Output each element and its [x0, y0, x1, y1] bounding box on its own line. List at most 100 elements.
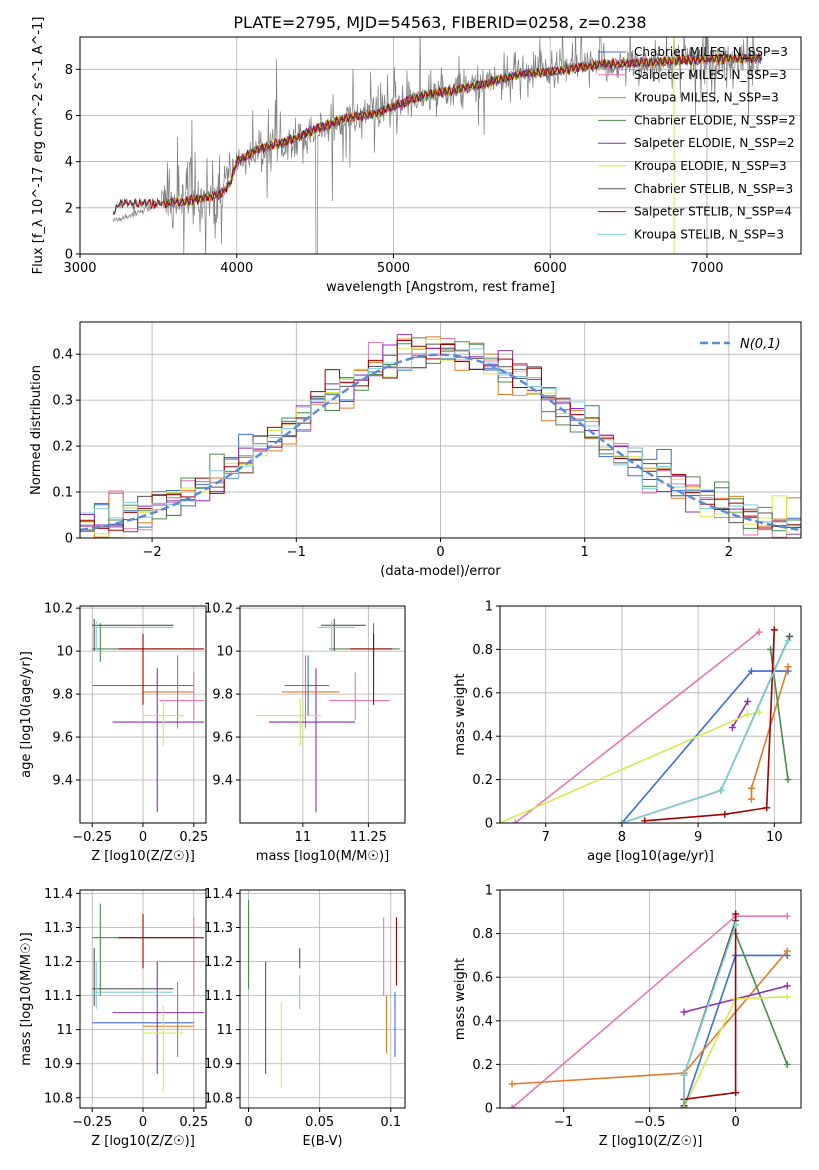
x-tick-label: −0.25: [72, 830, 112, 845]
y-tick-label: 0.8: [472, 643, 493, 658]
y-tick-label: 10: [56, 645, 73, 660]
axes-frame: [79, 605, 207, 824]
errorbar-chabrier_stelib: [321, 618, 366, 652]
gridlines: [240, 606, 405, 823]
ssp-marker: [783, 947, 791, 955]
ssp-line: [731, 701, 749, 728]
legend-label: Salpeter STELIB, N_SSP=4: [634, 205, 792, 219]
axes-frame: [239, 889, 406, 1109]
y-axis-label: mass weight: [453, 673, 468, 755]
errorbar-chabrier_stelib: [92, 947, 174, 1006]
x-tick-label: 9: [694, 830, 702, 845]
y-tick-label: 11.1: [44, 989, 73, 1004]
x-tick-label: 11.25: [350, 830, 387, 845]
axes-frame: [79, 321, 802, 539]
ssp-marker: [770, 626, 778, 634]
ssp-marker: [744, 697, 752, 705]
model-spectrum-kroupa_elodie: [164, 52, 763, 207]
x-tick-label: 2: [725, 545, 733, 560]
x-tick-label: 0: [139, 830, 147, 845]
panel-mass_vs_ebv: 0 0.05 0.1 10.8 10.9 11 11.1 11.2 11.3 11.4 E(B-V): [204, 887, 406, 1149]
y-tick-label: 9.8: [212, 688, 233, 703]
panel-residuals: −2 −1 0 1 2 0 0.1 0.2 0.3 0.4 (data-model)/error No…: [29, 321, 802, 579]
y-tick-label: 0.4: [52, 348, 73, 363]
ssp-line: [644, 629, 776, 822]
ssp-marker: [680, 1104, 688, 1108]
x-tick-label: 0: [436, 545, 444, 560]
y-tick-label: 0: [485, 1102, 493, 1117]
legend: Chabrier MILES, N_SSP=3 Salpeter MILES, N…: [598, 45, 796, 241]
errorbar-salpeter_miles: [159, 917, 204, 996]
y-tick-label: 0: [65, 248, 73, 263]
ssp-salpeter_miles: [511, 628, 763, 823]
y-axis-label: age [log10(age/yr)]: [19, 651, 34, 778]
x-tick-label: −2: [143, 545, 162, 560]
axes-frame: [79, 36, 802, 255]
x-axis-label: Z [log10(Z/Z☉)]: [91, 849, 195, 864]
legend-label: N(0,1): [740, 337, 781, 352]
ssp-marker: [784, 637, 792, 645]
y-axis-label: Normed distribution: [29, 365, 44, 495]
x-tick-label: −0.5: [634, 1115, 666, 1130]
y-tick-label: 0.6: [472, 971, 493, 986]
axes-frame: [239, 605, 406, 824]
errorbar-kroupa_stelib: [92, 961, 174, 1010]
ssp-marker: [508, 1080, 516, 1088]
y-tick-label: 9.8: [52, 688, 73, 703]
model-spectrum-salpeter_stelib: [112, 52, 762, 215]
y-tick-label: 0.2: [472, 1058, 493, 1073]
ssp-marker: [511, 819, 519, 823]
ssp-marker: [732, 921, 740, 929]
ssp-marker: [747, 784, 755, 792]
y-tick-label: 10.8: [44, 1091, 73, 1106]
panel-mass_vs_z: −0.25 0 0.25 10.8 10.9 11 11.1 11.2 11.3 11.4 Z [l…: [19, 887, 208, 1149]
y-tick-label: 11.2: [204, 955, 233, 970]
y-tick-label: 10.9: [44, 1057, 73, 1072]
ssp-marker: [744, 711, 752, 718]
plot-area: [80, 334, 801, 538]
ssp-line: [500, 711, 760, 823]
y-tick-label: 9.6: [212, 731, 233, 746]
ssp-line: [621, 640, 789, 823]
ssp-marker: [721, 810, 729, 818]
ssp-line: [514, 631, 760, 823]
x-tick-label: 10: [766, 830, 783, 845]
x-tick-label: 7: [542, 830, 550, 845]
x-tick-label: 8: [618, 830, 626, 845]
x-axis-label: wavelength [Angstrom, rest frame]: [326, 280, 555, 295]
legend-label: Kroupa MILES, N_SSP=3: [634, 91, 779, 105]
histogram-kroupa_stelib: [80, 348, 801, 527]
x-tick-label: 0: [139, 1115, 147, 1130]
ssp-marker: [784, 776, 792, 784]
x-tick-label: −1: [554, 1115, 573, 1130]
x-axis-label: Z [log10(Z/Z☉)]: [599, 1134, 703, 1149]
y-tick-label: 11.4: [44, 887, 73, 902]
x-tick-label: 0: [731, 1115, 739, 1130]
y-tick-label: 10.9: [204, 1057, 233, 1072]
y-tick-label: 0.8: [472, 927, 493, 942]
ssp-marker: [618, 819, 626, 823]
y-axis-label: mass weight: [453, 958, 468, 1040]
errorbar-salpeter_elodie: [112, 668, 204, 813]
errorbar-kroupa_elodie: [143, 1005, 184, 1091]
errorbar-kroupa_elodie: [143, 698, 184, 746]
errorbar-salpeter_elodie: [268, 668, 356, 813]
x-tick-label: 0: [244, 1115, 252, 1130]
y-tick-label: 10.2: [44, 602, 73, 617]
errorbar-salpeter_stelib: [118, 633, 204, 705]
figure-title: PLATE=2795, MJD=54563, FIBERID=0258, z=0…: [233, 13, 646, 32]
x-tick-label: 6000: [534, 261, 567, 276]
x-axis-label: (data-model)/error: [380, 564, 501, 579]
ssp-marker: [763, 804, 771, 812]
ssp-marker: [755, 628, 763, 636]
y-tick-label: 11: [56, 1023, 73, 1038]
normal-curve: [80, 353, 801, 532]
ssp-kroupa_stelib: [618, 637, 792, 823]
y-tick-label: 11.4: [204, 887, 233, 902]
x-tick-label: 4000: [220, 261, 253, 276]
errorbar-chabrier_miles: [284, 655, 330, 716]
y-tick-label: 9.4: [212, 774, 233, 789]
axes-frame: [499, 605, 802, 824]
errorbar-kroupa_stelib: [92, 621, 174, 652]
